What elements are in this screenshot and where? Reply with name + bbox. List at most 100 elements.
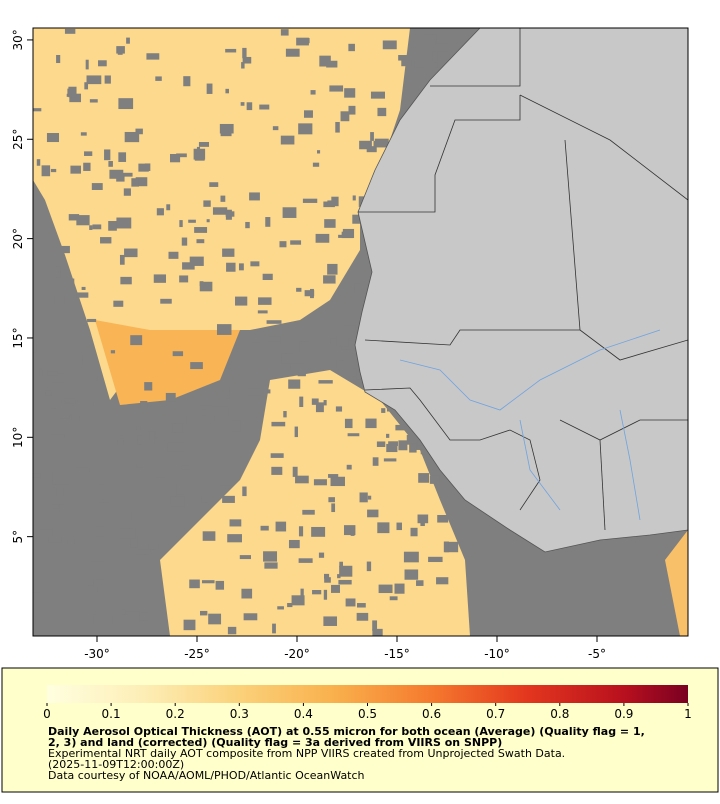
cloud-gap — [389, 596, 398, 601]
cloud-gap — [117, 47, 123, 55]
cloud-gap — [326, 60, 338, 68]
cloud-gap — [299, 396, 304, 408]
cloud-gap — [323, 589, 328, 600]
cloud-gap — [312, 162, 320, 167]
cloud-gap — [271, 466, 283, 475]
cloud-gap — [394, 583, 405, 594]
cloud-gap — [294, 426, 298, 438]
cloud-gap — [148, 542, 159, 550]
cloud-gap — [137, 435, 143, 445]
cloud-gap — [168, 251, 179, 259]
cloud-gap — [52, 473, 68, 485]
y-tick-label: 25° — [11, 129, 25, 150]
cloud-gap — [225, 211, 235, 217]
cloud-gap — [290, 363, 306, 371]
cloud-gap — [428, 556, 443, 563]
cloud-gap — [67, 540, 74, 546]
cloud-gap — [303, 110, 313, 118]
y-tick-label: 15° — [11, 327, 25, 348]
cloud-gap — [215, 580, 225, 590]
cloud-gap — [117, 438, 124, 445]
cloud-gap — [98, 60, 107, 67]
cloud-gap — [443, 541, 449, 553]
cloud-gap — [343, 525, 356, 536]
cloud-gap — [381, 408, 386, 413]
cloud-gap — [330, 338, 337, 347]
colorbar-tick-label: 1 — [684, 707, 692, 721]
cloud-gap — [315, 233, 330, 243]
cloud-gap — [367, 509, 379, 518]
caption-line: Data courtesy of NOAA/AOML/PHOD/Atlantic… — [48, 769, 365, 782]
cloud-gap — [259, 104, 270, 110]
cloud-gap — [35, 615, 48, 625]
cloud-gap — [246, 102, 253, 111]
cloud-gap — [54, 504, 60, 509]
cloud-gap — [135, 177, 148, 187]
cloud-gap — [383, 458, 397, 462]
cloud-gap — [123, 188, 131, 196]
cloud-gap — [172, 423, 183, 433]
cloud-gap — [86, 75, 102, 85]
cloud-gap — [315, 402, 324, 413]
river — [519, 419, 561, 511]
cloud-gap — [65, 275, 71, 279]
cloud-gap — [359, 492, 368, 503]
cloud-gap — [176, 153, 187, 158]
cloud-gap — [268, 336, 281, 342]
cloud-gap — [133, 612, 148, 621]
cloud-gap — [120, 528, 136, 539]
colorbar-tick-label: 0 — [43, 707, 51, 721]
cloud-gap — [52, 373, 66, 383]
cloud-gap — [196, 239, 205, 244]
cloud-gap — [149, 431, 155, 443]
cloud-gap — [33, 473, 41, 478]
cloud-gap — [81, 286, 86, 290]
cloud-gap — [235, 296, 248, 306]
cloud-gap — [124, 131, 140, 143]
cloud-gap — [61, 414, 70, 419]
cloud-gap — [262, 273, 273, 281]
cloud-gap — [422, 40, 436, 46]
cloud-gap — [280, 29, 289, 36]
cloud-gap — [272, 126, 279, 131]
cloud-gap — [432, 51, 438, 62]
cloud-gap — [409, 443, 417, 453]
border — [519, 94, 688, 201]
cloud-gap — [359, 140, 372, 150]
cloud-gap — [33, 345, 37, 353]
cloud-gap — [54, 495, 67, 505]
cloud-gap — [403, 551, 419, 563]
cloud-gap — [348, 43, 355, 52]
cloud-gap — [414, 61, 423, 68]
colorbar-tick-label: 0.8 — [550, 707, 569, 721]
cloud-gap — [81, 402, 94, 407]
cloud-gap — [242, 486, 247, 497]
cloud-gap — [212, 207, 228, 215]
cloud-gap — [220, 195, 226, 202]
cloud-gap — [92, 224, 102, 230]
cloud-gap — [337, 574, 341, 579]
cloud-gap — [229, 519, 242, 527]
cloud-gap — [331, 196, 339, 207]
cloud-gap — [372, 620, 378, 631]
cloud-gap — [386, 433, 390, 438]
cloud-gap — [47, 371, 58, 376]
cloud-gap — [318, 552, 325, 558]
cloud-gap — [136, 426, 141, 431]
cloud-gap — [124, 248, 138, 258]
cloud-gap — [155, 430, 160, 438]
cloud-gap — [87, 446, 102, 450]
cloud-gap — [352, 368, 356, 377]
cloud-gap — [160, 298, 172, 304]
cloud-gap — [41, 165, 51, 177]
cloud-gap — [68, 214, 80, 221]
cloud-gap — [76, 215, 90, 226]
cloud-gap — [302, 509, 315, 515]
caption-title: Daily Aerosol Optical Thickness (AOT) at… — [48, 725, 645, 738]
cloud-gap — [234, 420, 241, 432]
cloud-gap — [220, 480, 232, 486]
cloud-gap — [156, 469, 166, 478]
cloud-gap — [226, 262, 236, 272]
cloud-gap — [99, 492, 109, 503]
cloud-gap — [310, 90, 316, 95]
